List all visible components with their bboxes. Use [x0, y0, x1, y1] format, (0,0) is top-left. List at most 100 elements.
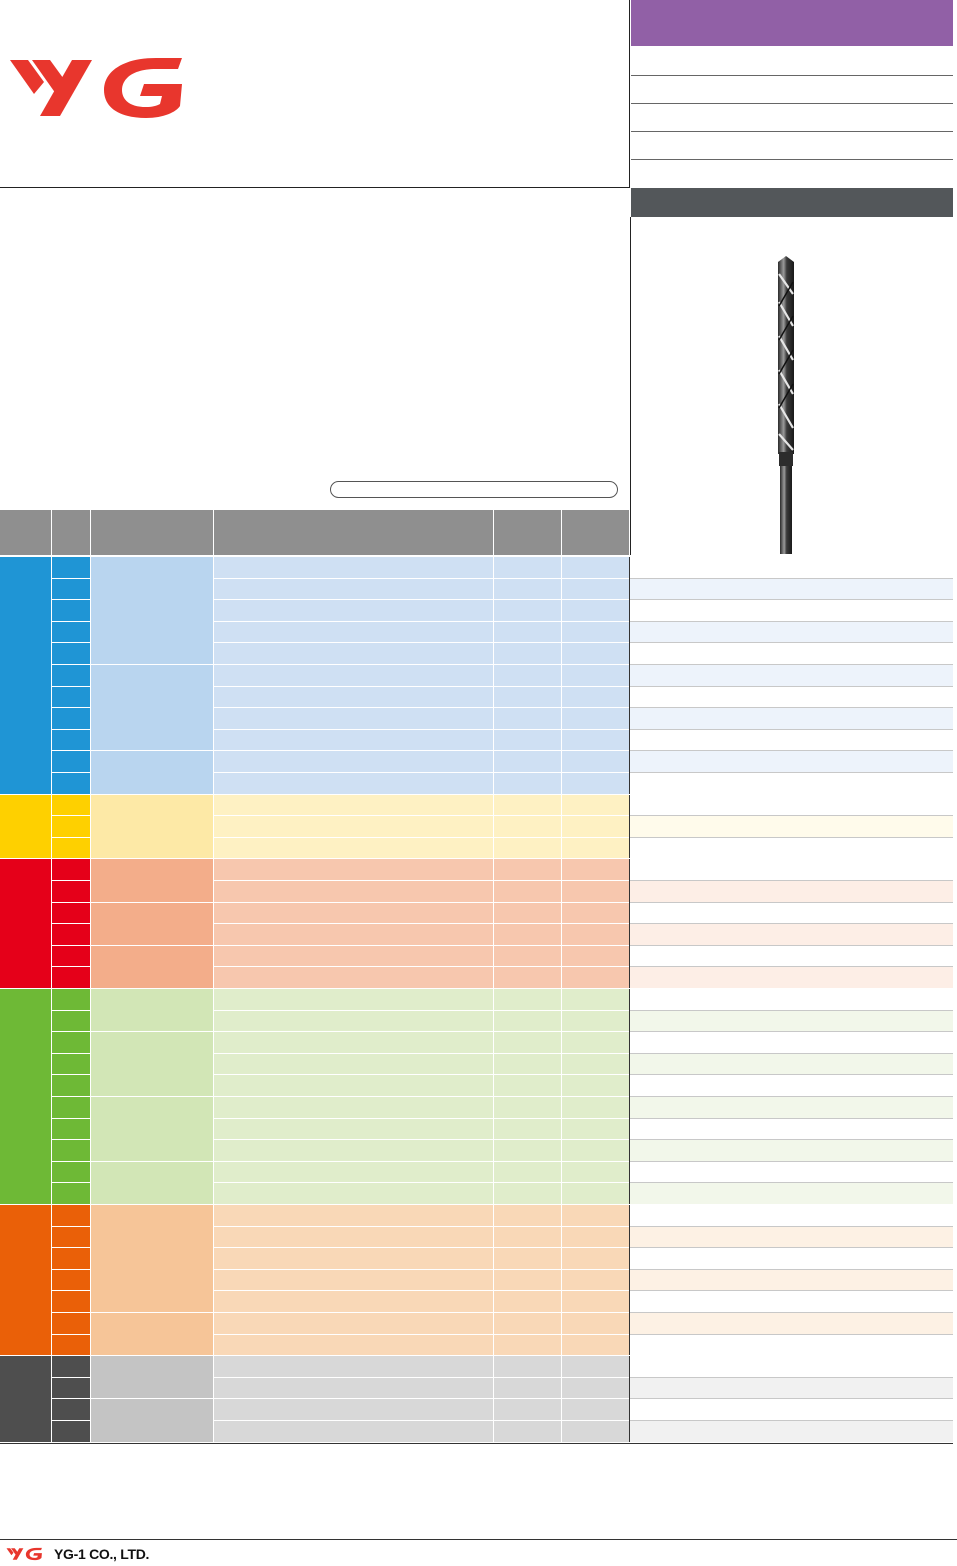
cutting-data-cell [630, 707, 953, 729]
row-divider [214, 1268, 629, 1270]
spec-panel-header [631, 0, 953, 46]
row-divider [630, 1052, 953, 1054]
material-description-cell [214, 664, 493, 686]
row-divider [214, 772, 629, 773]
material-description-cell [214, 836, 493, 859]
row-divider [630, 620, 953, 622]
material-group-cell [0, 988, 51, 1204]
material-description-cell [214, 1376, 493, 1399]
cutting-data-cell [630, 664, 953, 686]
search-input[interactable] [330, 481, 618, 498]
material-description-cell [214, 1052, 493, 1075]
material-description-cell [214, 1139, 493, 1161]
row-divider [214, 728, 629, 730]
table-header-cell [52, 510, 90, 555]
row-divider [630, 1333, 953, 1335]
cutting-data-cell [630, 901, 953, 924]
material-code-cell [52, 1421, 90, 1442]
tensile-cell [562, 1268, 629, 1291]
material-code-cell [52, 578, 90, 600]
column-divider [629, 556, 630, 794]
material-description-cell [214, 1247, 493, 1269]
row-divider [630, 880, 953, 881]
tensile-cell [562, 966, 629, 988]
cutting-data-cell [630, 1247, 953, 1269]
material-subgroup-cell [91, 1313, 213, 1356]
material-code-cell [52, 1053, 90, 1075]
footer-divider [0, 1539, 957, 1540]
column-divider [90, 1355, 91, 1442]
hardness-cell [494, 858, 561, 880]
cutting-data-cell [630, 1290, 953, 1312]
material-subgroup-cell [91, 902, 213, 945]
material-subgroup-cell [91, 858, 213, 902]
hardness-cell [494, 1139, 561, 1161]
tensile-cell [562, 1376, 629, 1399]
table-bottom-line [0, 1443, 953, 1444]
material-code-cell [52, 751, 90, 772]
tensile-cell [562, 923, 629, 945]
hardness-cell [494, 728, 561, 751]
row-divider [630, 1247, 953, 1249]
cutting-data-cell [630, 1398, 953, 1420]
material-code-cell [52, 1032, 90, 1053]
row-divider [214, 1182, 629, 1184]
row-divider [630, 815, 953, 817]
row-divider [214, 707, 629, 709]
hardness-cell [494, 966, 561, 988]
material-description-cell [214, 620, 493, 643]
row-divider [214, 642, 629, 644]
material-description-cell [214, 1160, 493, 1183]
material-description-cell [214, 988, 493, 1010]
material-group-cell [0, 556, 51, 794]
column-divider [51, 1355, 52, 1442]
material-description-cell [214, 1420, 493, 1442]
row-divider [214, 923, 629, 925]
material-subgroup-cell [91, 1032, 213, 1096]
column-divider [561, 858, 562, 988]
hardness-cell [494, 642, 561, 664]
material-code-cell [52, 924, 90, 945]
material-description-cell [214, 1074, 493, 1096]
column-divider [90, 988, 91, 1204]
material-description-cell [214, 815, 493, 837]
tensile-cell [562, 556, 629, 578]
row-divider [630, 1139, 953, 1141]
column-divider [629, 988, 630, 1204]
row-divider [214, 1420, 629, 1421]
material-group-cell [0, 1355, 51, 1442]
hardness-cell [494, 1031, 561, 1053]
material-subgroup-cell [91, 556, 213, 664]
tensile-cell [562, 1398, 629, 1420]
column-divider [629, 793, 630, 859]
hardness-cell [494, 944, 561, 967]
material-subgroup-cell [91, 1399, 213, 1442]
column-divider [629, 1204, 630, 1356]
material-code-cell [52, 1248, 90, 1269]
material-description-cell [214, 923, 493, 945]
cutting-data-cell [630, 1204, 953, 1226]
cutting-data-cell [630, 1117, 953, 1140]
column-divider [51, 1204, 52, 1356]
material-description-cell [214, 685, 493, 708]
cutting-data-cell [630, 1225, 953, 1248]
cutting-data-cell [630, 793, 953, 816]
row-divider [214, 880, 629, 881]
column-divider [51, 988, 52, 1204]
cutting-data-cell [630, 1376, 953, 1399]
cutting-data-cell [630, 1096, 953, 1118]
material-code-cell [52, 988, 90, 1010]
material-code-cell [52, 1140, 90, 1161]
material-description-cell [214, 1312, 493, 1334]
row-divider [630, 966, 953, 968]
row-divider [214, 664, 629, 665]
tensile-cell [562, 1031, 629, 1053]
material-group-cell [0, 1204, 51, 1356]
material-code-cell [52, 1204, 90, 1226]
hardness-cell [494, 577, 561, 600]
material-code-cell [52, 1010, 90, 1032]
material-description-cell [214, 556, 493, 578]
hardness-cell [494, 599, 561, 621]
row-divider [214, 1333, 629, 1335]
hardness-cell [494, 1290, 561, 1312]
